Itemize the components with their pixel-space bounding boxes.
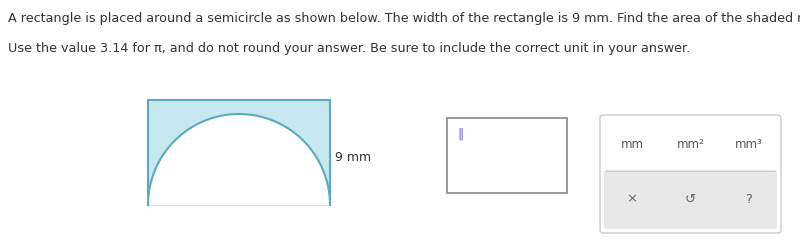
Bar [447, 118, 567, 193]
Text: mm: mm [621, 138, 644, 151]
Text: ?: ? [746, 193, 752, 206]
Text: ‖: ‖ [457, 128, 463, 141]
Text: Use the value 3.14 for π, and do not round your answer. Be sure to include the c: Use the value 3.14 for π, and do not rou… [8, 42, 690, 55]
Text: mm²: mm² [677, 138, 704, 151]
Bar [148, 100, 330, 205]
FancyBboxPatch shape [600, 115, 781, 233]
FancyBboxPatch shape [604, 170, 777, 229]
Text: A rectangle is placed around a semicircle as shown below. The width of the recta: A rectangle is placed around a semicircl… [8, 12, 800, 25]
Text: 9 mm: 9 mm [335, 151, 371, 164]
Polygon shape [148, 114, 330, 205]
Text: ×: × [626, 193, 638, 206]
Text: mm³: mm³ [735, 138, 762, 151]
Text: ↺: ↺ [685, 193, 696, 206]
